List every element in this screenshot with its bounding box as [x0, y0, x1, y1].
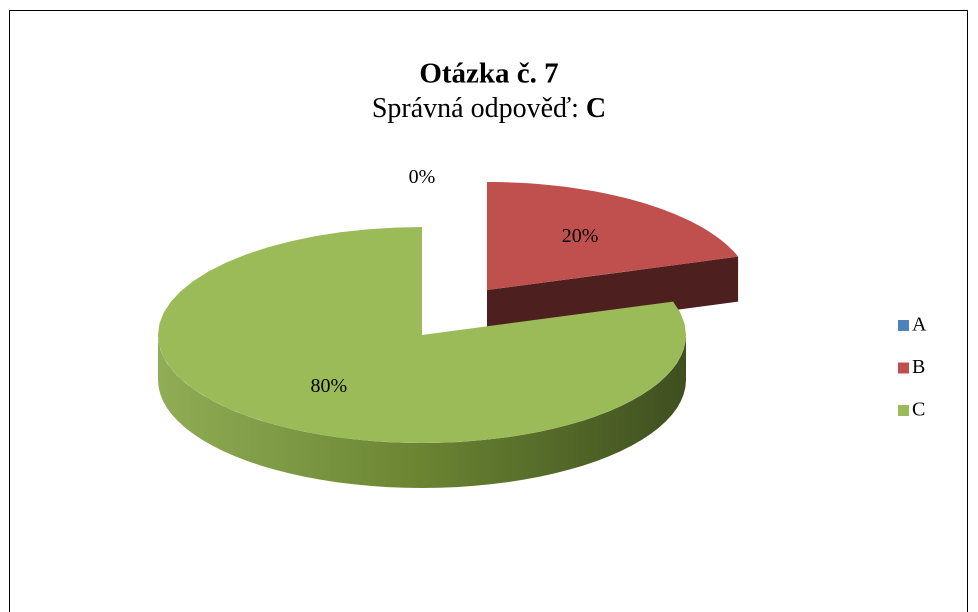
pie: [158, 182, 739, 488]
slice-side: [158, 335, 686, 488]
legend-label: C: [912, 399, 925, 421]
data-label: 20%: [562, 225, 599, 247]
chart-title: Otázka č. 7: [419, 58, 558, 90]
slice: [158, 227, 686, 443]
subtitle-text: Správná odpověď:: [372, 93, 579, 124]
subtitle-answer: C: [586, 93, 606, 124]
legend-label: A: [912, 314, 927, 336]
legend-swatch: [898, 320, 909, 331]
legend-swatch: [898, 405, 909, 416]
legend-label: B: [912, 356, 925, 378]
data-label: 0%: [409, 166, 436, 188]
data-label: 80%: [311, 375, 348, 397]
legend-swatch: [898, 362, 909, 374]
slice: [487, 182, 739, 290]
legend: ABC: [898, 314, 927, 421]
chart-subtitle: Správná odpověď: C: [372, 93, 606, 124]
slice-face: [487, 256, 739, 335]
